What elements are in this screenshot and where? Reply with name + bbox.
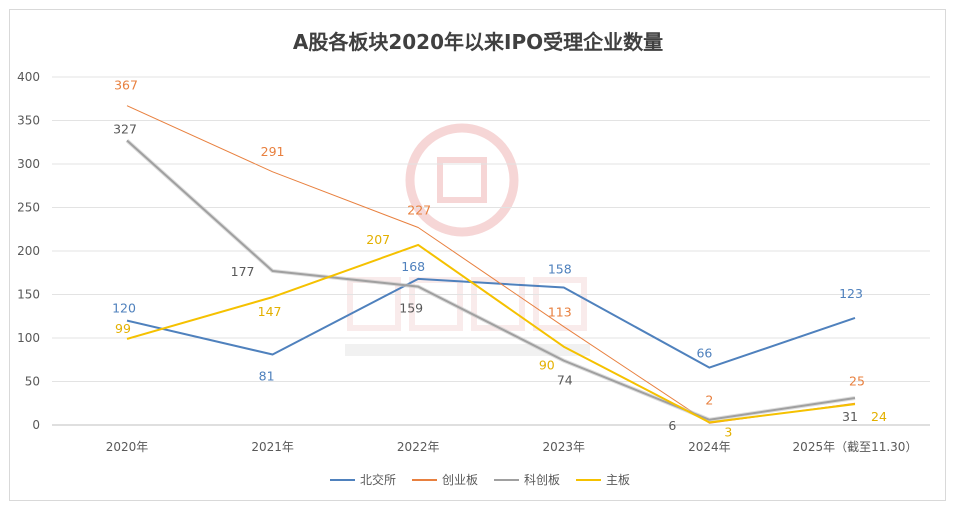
data-label: 24 <box>871 409 887 424</box>
data-label: 3 <box>724 424 732 439</box>
x-tick-label: 2024年 <box>688 440 731 454</box>
data-label: 90 <box>539 358 555 373</box>
data-label: 367 <box>114 78 138 93</box>
y-tick-label: 50 <box>25 375 40 389</box>
data-label: 2 <box>705 392 713 407</box>
watermark-logo-mark <box>437 157 487 203</box>
data-label: 74 <box>557 373 573 388</box>
data-label: 6 <box>668 418 676 433</box>
data-label: 177 <box>231 264 255 279</box>
legend-label: 北交所 <box>360 472 396 487</box>
y-tick-label: 350 <box>17 114 40 128</box>
series-line-4 <box>126 243 856 424</box>
data-label: 31 <box>842 409 858 424</box>
data-label: 227 <box>407 203 431 218</box>
data-label: 327 <box>113 122 137 137</box>
data-label: 207 <box>366 232 390 247</box>
legend-label: 主板 <box>606 473 630 487</box>
y-tick-label: 0 <box>32 418 40 432</box>
data-label: 159 <box>399 301 423 316</box>
y-tick-label: 150 <box>17 288 40 302</box>
x-tick-label: 2025年（截至11.30） <box>793 440 918 454</box>
x-tick-label: 2021年 <box>251 440 294 454</box>
data-label: 113 <box>548 305 572 320</box>
y-tick-label: 300 <box>17 157 40 171</box>
data-label: 158 <box>548 262 572 277</box>
y-tick-label: 400 <box>17 70 40 84</box>
data-label: 291 <box>261 144 285 159</box>
watermark-cn-glyph <box>347 277 401 331</box>
data-label: 66 <box>696 346 712 361</box>
series-line-1 <box>126 277 856 369</box>
data-label: 123 <box>839 286 863 301</box>
x-tick-label: 2020年 <box>106 440 149 454</box>
data-label: 147 <box>258 304 282 319</box>
y-tick-label: 250 <box>17 201 40 215</box>
y-tick-label: 200 <box>17 244 40 258</box>
y-tick-label: 100 <box>17 331 40 345</box>
data-label: 25 <box>849 373 865 388</box>
chart-frame <box>9 9 946 501</box>
legend-label: 科创板 <box>524 473 560 487</box>
data-label: 99 <box>115 321 131 336</box>
watermark-logo <box>405 123 519 237</box>
data-label: 81 <box>259 369 275 384</box>
data-label: 120 <box>112 301 136 316</box>
data-label: 168 <box>401 259 425 274</box>
x-tick-label: 2022年 <box>397 440 440 454</box>
legend-label: 创业板 <box>442 473 478 487</box>
watermark-cn-glyph <box>533 277 587 331</box>
chart-title: A股各板块2020年以来IPO受理企业数量 <box>293 30 663 54</box>
series-line-3 <box>126 139 856 421</box>
x-tick-label: 2023年 <box>543 440 586 454</box>
